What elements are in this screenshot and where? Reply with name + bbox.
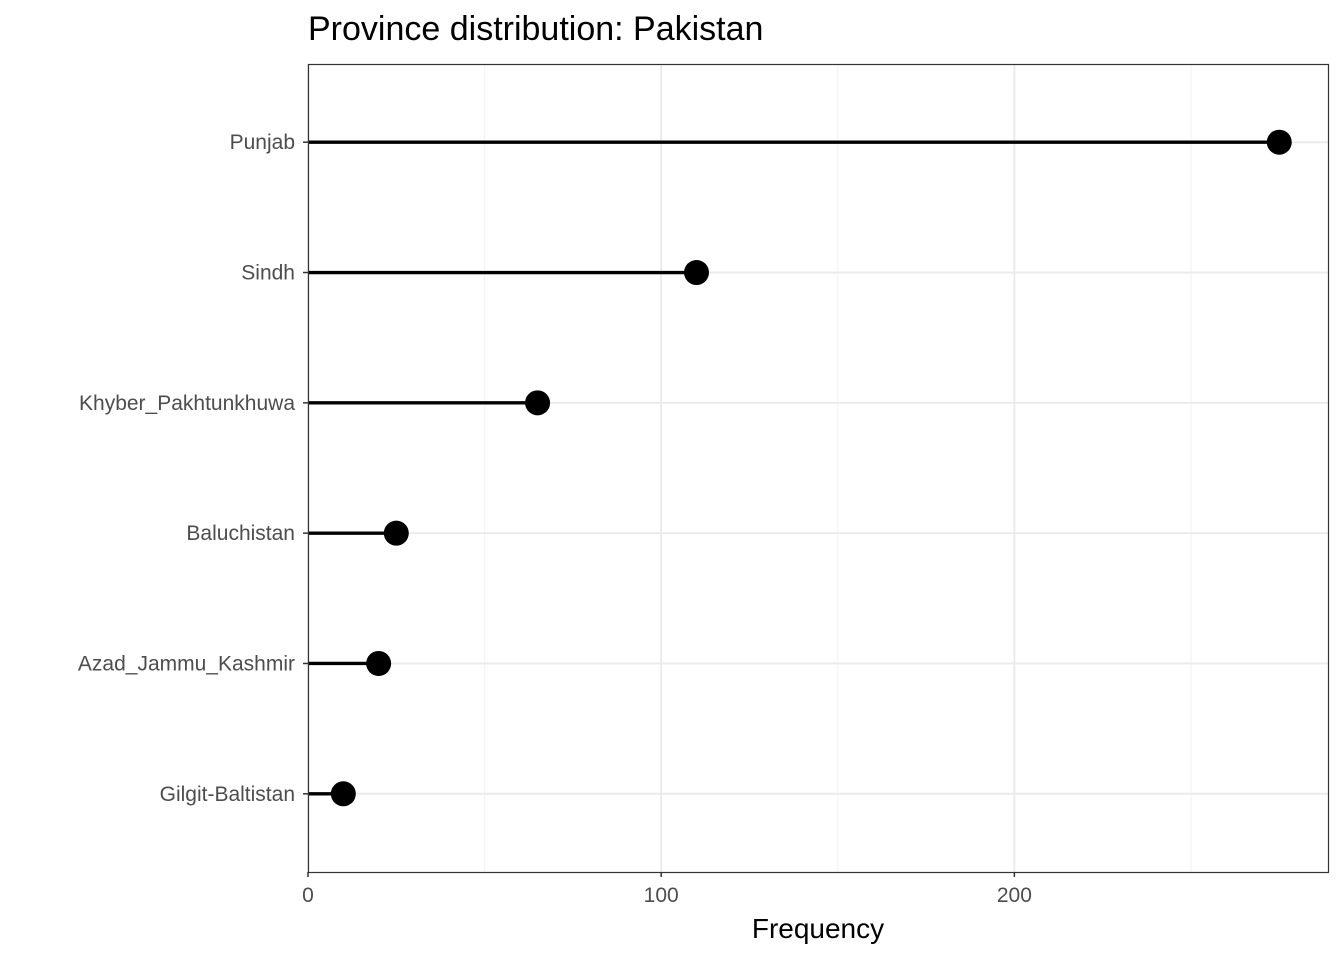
data-point: [383, 520, 409, 546]
axes: Punjab Sindh Khyber_Pakhtunkhuwa Baluchista…: [78, 131, 1032, 907]
panel-border: [307, 63, 1330, 874]
data-marks: [308, 129, 1292, 807]
x-tick-label: 200: [997, 884, 1032, 907]
data-point: [684, 260, 710, 286]
y-tick-label: Punjab: [230, 131, 295, 154]
y-tick-label: Sindh: [241, 262, 295, 285]
data-point: [330, 781, 356, 807]
chart-title: Province distribution: Pakistan: [308, 10, 763, 48]
data-point: [525, 390, 551, 416]
data-point: [1266, 129, 1292, 155]
y-tick-label: Khyber_Pakhtunkhuwa: [79, 392, 295, 415]
data-point: [366, 650, 392, 676]
x-tick-label: 0: [302, 884, 314, 907]
x-tick-label: 100: [644, 884, 679, 907]
x-axis-label: Frequency: [752, 913, 884, 944]
y-tick-label: Baluchistan: [186, 522, 295, 545]
y-tick-label: Azad_Jammu_Kashmir: [78, 652, 295, 675]
grid-lines: [307, 64, 1328, 872]
y-tick-label: Gilgit-Baltistan: [160, 783, 295, 806]
